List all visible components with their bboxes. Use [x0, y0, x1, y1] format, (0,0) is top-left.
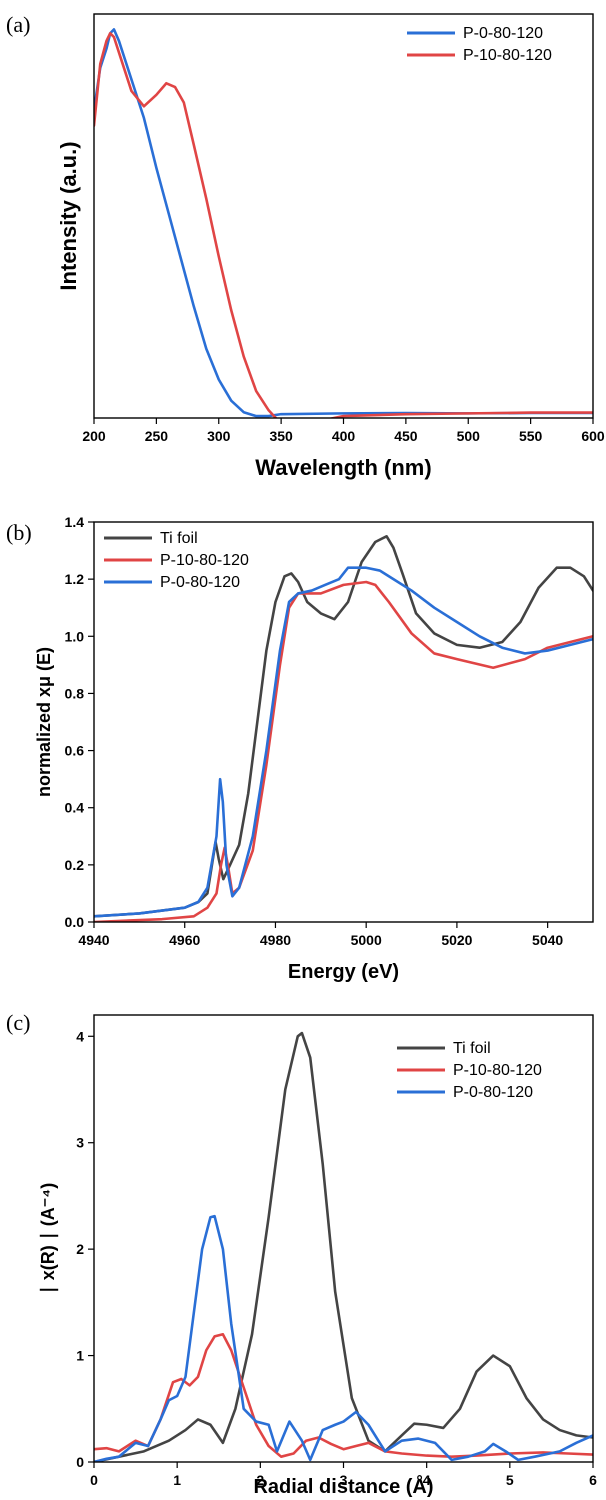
series-line-p-0-80-120 [94, 1214, 593, 1462]
legend-label: Ti foil [453, 1040, 491, 1057]
y-axis-title: normalized xμ (E) [34, 647, 54, 797]
legend-label: P-10-80-120 [463, 47, 552, 64]
y-tick-label: 0 [76, 1454, 84, 1470]
y-tick-label: 1.4 [65, 514, 85, 530]
x-tick-label: 1 [173, 1472, 181, 1488]
x-tick-label: 450 [394, 428, 418, 444]
x-tick-label: 4940 [78, 932, 109, 948]
y-tick-label: 0.6 [65, 743, 85, 759]
x-tick-label: 2 [256, 1472, 264, 1488]
y-axis-title: ∣ x(R) ∣ (A⁻⁴) [38, 1183, 59, 1294]
legend-label: P-0-80-120 [453, 1084, 533, 1101]
x-axis-title: Energy (eV) [288, 961, 399, 983]
x-tick-label: 250 [145, 428, 169, 444]
x-tick-label: 6 [589, 1472, 597, 1488]
panel-label: (c) [6, 1010, 30, 1035]
series-line-p-10-80-120 [94, 580, 593, 922]
y-tick-label: 4 [76, 1028, 84, 1044]
x-axis-title: Wavelength (nm) [255, 455, 431, 480]
x-tick-label: 4980 [260, 932, 291, 948]
legend: Ti foil P-10-80-120 P-0-80-120 [104, 530, 249, 591]
x-tick-label: 5 [506, 1472, 514, 1488]
x-tick-label: 5020 [441, 932, 472, 948]
chart-panel-b: 4940 4960 4980 5000 5020 5040 0.0 0.2 0.4 0.6 0.8 1… [6, 514, 594, 983]
y-tick-label: 2 [76, 1241, 84, 1257]
chart-panel-a: 200 250 300 350 400 450 500 550 600 Wavelength (n… [6, 12, 605, 480]
legend: Ti foil P-10-80-120 P-0-80-120 [397, 1040, 542, 1101]
legend-label: P-0-80-120 [160, 574, 240, 591]
series-group [94, 28, 593, 418]
panel-label: (a) [6, 12, 30, 37]
y-tick-label: 0.4 [65, 800, 85, 816]
legend-label: P-10-80-120 [453, 1062, 542, 1079]
y-tick-label: 3 [76, 1135, 84, 1151]
x-tick-label: 500 [457, 428, 481, 444]
legend: P-0-80-120 P-10-80-120 [407, 25, 552, 64]
y-tick-label: 0.8 [65, 685, 85, 701]
legend-label: P-0-80-120 [463, 25, 543, 42]
series-line-ti-foil [94, 534, 593, 918]
series-line-p-10-80-120 [94, 31, 593, 418]
y-tick-label: 1.2 [65, 571, 85, 587]
x-tick-label: 600 [581, 428, 605, 444]
legend-label: P-10-80-120 [160, 552, 249, 569]
x-tick-label: 5000 [351, 932, 382, 948]
x-tick-label: 550 [519, 428, 543, 444]
panel-label: (b) [6, 520, 32, 545]
plot-frame [93, 521, 594, 923]
y-tick-label: 0.2 [65, 857, 85, 873]
x-tick-label: 5040 [532, 932, 563, 948]
x-axis-title: Radial distance (Å) [253, 1474, 433, 1498]
series-group [94, 1031, 593, 1462]
series-group [94, 534, 593, 922]
x-tick-label: 4 [423, 1472, 431, 1488]
y-tick-label: 0.0 [65, 914, 85, 930]
series-line-p-10-80-120 [94, 1332, 593, 1458]
legend-label: Ti foil [160, 530, 198, 547]
series-line-ti-foil [94, 1031, 593, 1462]
x-tick-label: 350 [269, 428, 293, 444]
x-tick-label: 300 [207, 428, 231, 444]
x-tick-label: 0 [90, 1472, 98, 1488]
series-line-p-0-80-120 [94, 28, 593, 418]
x-tick-label: 3 [340, 1472, 348, 1488]
series-line-p-0-80-120 [94, 566, 593, 918]
y-tick-label: 1.0 [65, 628, 85, 644]
y-tick-label: 1 [76, 1348, 84, 1364]
x-tick-label: 4960 [169, 932, 200, 948]
x-tick-label: 400 [332, 428, 356, 444]
y-axis-title: Intensity (a.u.) [56, 141, 81, 290]
x-tick-label: 200 [82, 428, 106, 444]
